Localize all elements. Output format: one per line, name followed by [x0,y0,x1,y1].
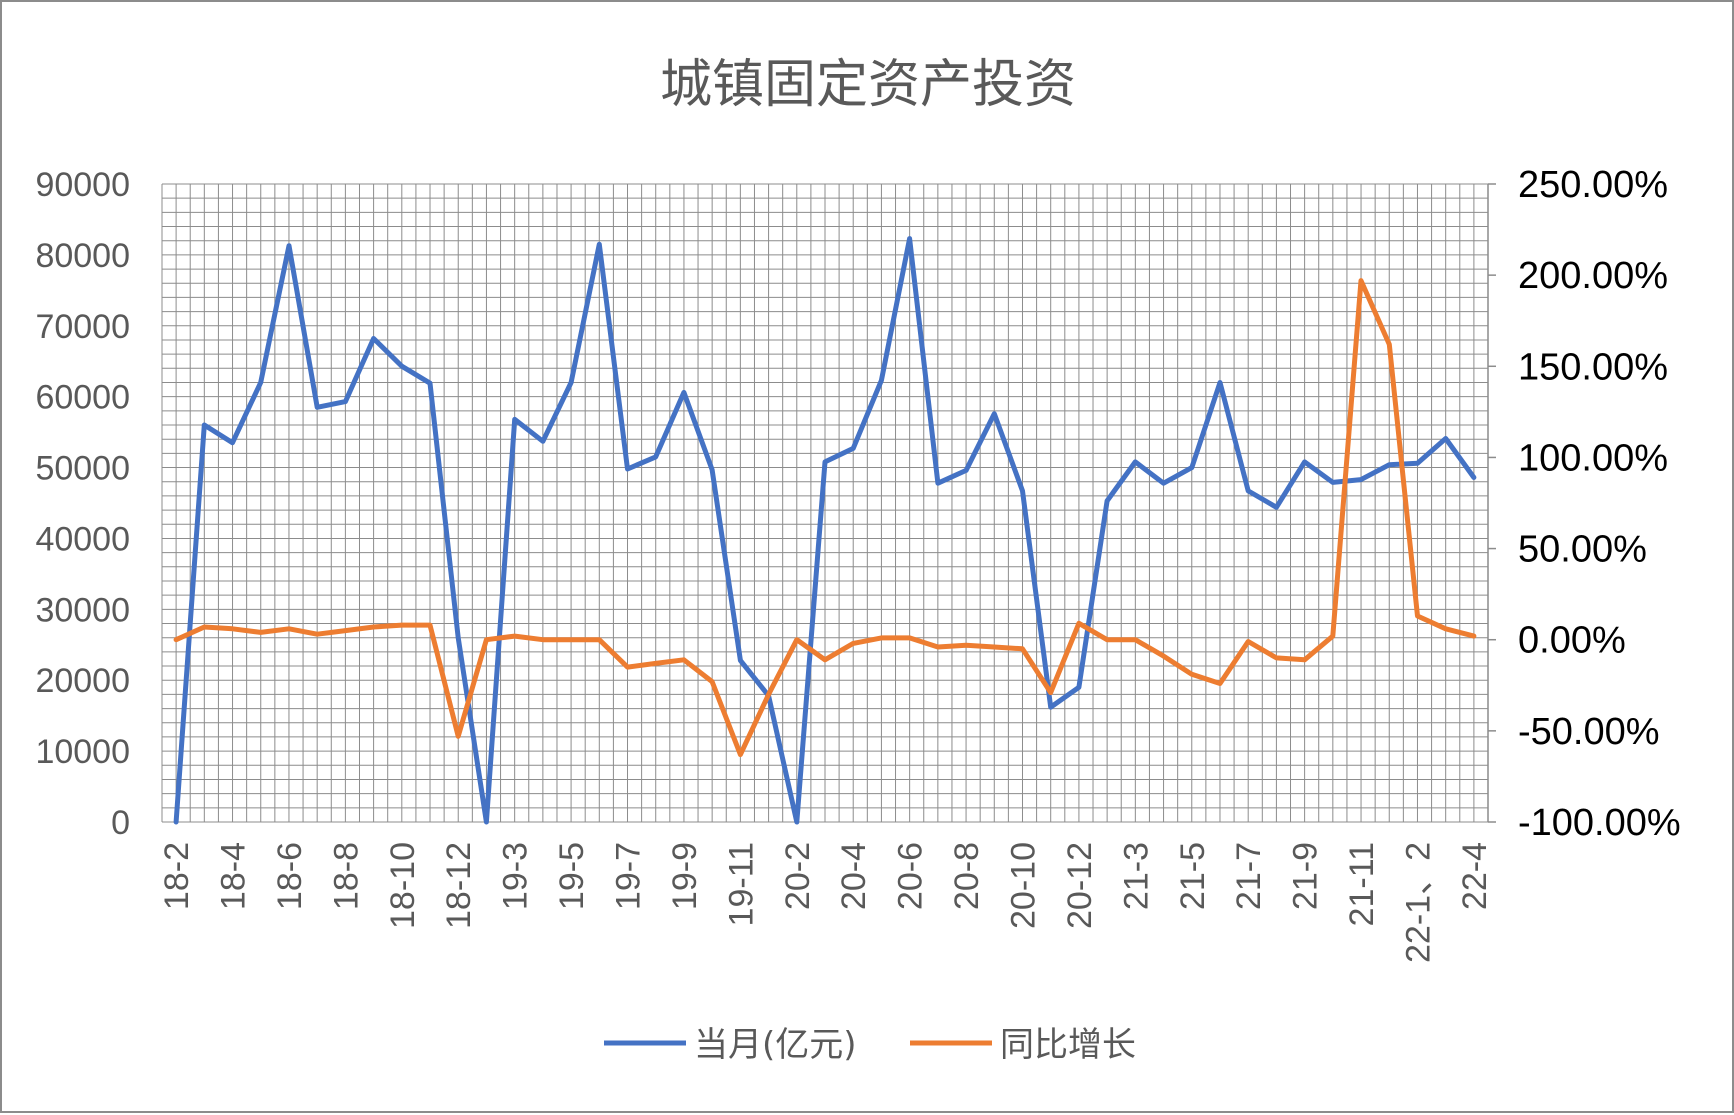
legend: 当月(亿元) 同比增长 [604,1025,1136,1065]
left-axis-tick-label: 40000 [35,520,130,558]
x-axis-tick-label: 22-4 [1456,842,1494,910]
right-axis-tick-label: 50.00% [1518,529,1647,571]
right-axis-tick-label: 200.00% [1518,255,1668,297]
right-axis-tick-label: 150.00% [1518,346,1668,388]
x-axis-tick-label: 20-8 [948,842,986,910]
x-axis-tick-label: 19-11 [722,842,760,926]
x-axis-tick-label: 18-4 [215,842,253,910]
left-axis-tick-label: 80000 [35,237,130,275]
legend-label-series-2: 同比增长 [1000,1025,1136,1065]
left-axis-tick-label: 60000 [35,379,130,417]
right-axis-tick-label: 0.00% [1518,620,1626,662]
grid-layer [161,183,1489,823]
x-axis-tick-label: 18-8 [327,842,365,910]
x-axis-tick-label: 20-2 [779,842,817,910]
x-axis-tick-label: 21-3 [1117,842,1155,910]
series-line-1 [173,236,1477,825]
left-axis-tick-label: 10000 [35,733,130,771]
series-layer [173,236,1477,825]
x-axis-tick-label: 21-7 [1230,842,1268,910]
x-axis-tick-label: 18-12 [440,842,478,929]
x-axis-tick-label: 21-9 [1287,842,1325,910]
x-axis-tick-label: 18-6 [271,842,309,910]
x-axis-tick-label: 19-5 [553,842,591,910]
legend-label-series-1: 当月(亿元) [694,1025,857,1065]
x-axis-tick-label: 19-7 [610,842,648,910]
series-line-2 [173,278,1477,758]
left-axis-tick-label: 70000 [35,308,130,346]
chart-title: 城镇固定资产投资 [660,55,1076,115]
x-axis-tick-label: 20-10 [1004,842,1042,929]
x-axis-tick-label: 18-2 [158,842,196,910]
left-axis-tick-label: 20000 [35,662,130,700]
left-axis-tick-label: 90000 [35,166,130,204]
x-axis-tick-label: 20-4 [835,842,873,910]
right-axis-tick-label: -50.00% [1518,711,1660,753]
right-axis-tick-label: -100.00% [1518,802,1681,844]
x-axis-tick-label: 22-1、2 [1399,842,1437,963]
right-axis-tick-label: 100.00% [1518,437,1668,479]
x-axis-tick-label: 18-10 [384,842,422,929]
left-axis-tick-label: 0 [111,804,130,842]
x-axis-tick-label: 20-6 [892,842,930,910]
x-axis-tick-label: 19-9 [666,842,704,910]
left-axis-tick-label: 50000 [35,450,130,488]
x-axis-tick-label: 21-5 [1174,842,1212,910]
axis-layer: 0 10000 20000 30000 40000 50000 60000 70000 8000… [35,164,1680,963]
x-axis-tick-label: 21-11 [1343,842,1381,926]
right-axis-tick-label: 250.00% [1518,164,1668,206]
x-axis-tick-label: 20-12 [1061,842,1099,929]
left-axis-tick-label: 30000 [35,591,130,629]
x-axis-tick-label: 19-3 [497,842,535,910]
